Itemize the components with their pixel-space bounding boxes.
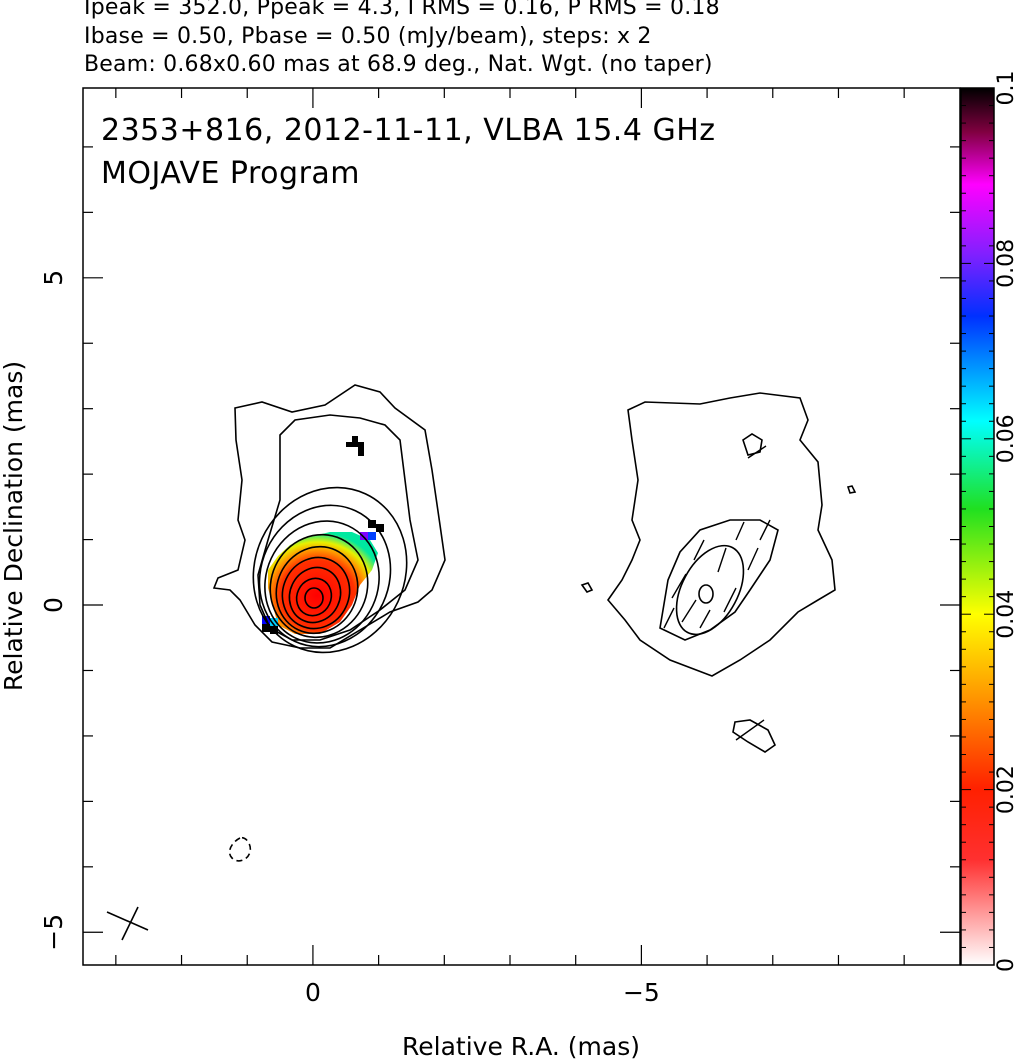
polarized-intensity-contours — [580, 392, 857, 753]
y-axis-label: Relative Declination (mas) — [0, 361, 28, 691]
evpa-tick — [681, 599, 697, 623]
intensity-contour-8 — [281, 556, 351, 630]
evpa-ticks — [663, 445, 771, 741]
beam-major-axis — [121, 906, 139, 941]
axis-ticks — [83, 88, 960, 965]
colorbar — [960, 87, 995, 966]
polarization-edge-pixel — [346, 442, 364, 447]
evpa-tick — [717, 547, 727, 573]
pol-contour-island — [580, 582, 594, 593]
x-axis-label: Relative R.A. (mas) — [402, 1032, 640, 1061]
evpa-tick — [693, 539, 705, 561]
header-line-base: Ibase = 0.50, Pbase = 0.50 (mJy/beam), s… — [84, 24, 652, 49]
colorbar-tick-labels: 0 0.02 0.04 0.06 0.08 0.1 — [994, 71, 1019, 973]
chart-title: 2353+816, 2012-11-11, VLBA 15.4 GHz — [101, 113, 716, 148]
colorbar-tick-label: 0.08 — [994, 239, 1019, 288]
polarization-edge-pixel — [262, 624, 270, 632]
intensity-contour-4 — [258, 504, 392, 648]
polarization-edge-pixel — [270, 618, 278, 626]
intensity-contour-5 — [264, 520, 380, 644]
plot-frame — [82, 87, 961, 966]
intensity-contour-3 — [252, 486, 408, 654]
evpa-tick — [747, 547, 759, 571]
intensity-contour-negative — [228, 836, 252, 862]
pol-contour-island — [732, 719, 777, 753]
evpa-tick — [735, 719, 765, 741]
colorbar-ticks — [961, 87, 994, 966]
pol-contour-island — [742, 433, 763, 456]
colorbar-tick-label: 0.1 — [994, 71, 1019, 106]
intensity-contour-outer — [212, 384, 446, 649]
colorbar-tick-label: 0.04 — [994, 590, 1019, 639]
pol-contour-3 — [675, 544, 745, 636]
intensity-contour-11 — [304, 587, 324, 609]
evpa-tick — [747, 445, 767, 459]
evpa-tick — [699, 609, 711, 629]
pol-contour-4 — [698, 584, 714, 604]
axis-tick-labels: 0 −5 5 0 −5 — [39, 270, 660, 1007]
colorbar-tick-label: 0.06 — [994, 414, 1019, 463]
colorbar-tick-label: 0.02 — [994, 765, 1019, 814]
colorbar-tick-label: 0 — [994, 958, 1019, 972]
header-line-peaks: Ipeak = 352.0, Ppeak = 4.3, I RMS = 0.16… — [84, 0, 720, 20]
evpa-tick — [663, 607, 675, 629]
polarization-edge-pixel — [368, 532, 376, 540]
evpa-tick — [723, 587, 737, 613]
pol-contour-island — [846, 485, 857, 494]
beam-marker — [106, 906, 149, 941]
intensity-contour-10 — [295, 577, 333, 617]
evpa-tick — [671, 573, 687, 599]
header-line-beam: Beam: 0.68x0.60 mas at 68.9 deg., Nat. W… — [84, 52, 713, 77]
intensity-contour-6 — [269, 533, 369, 639]
intensity-contour-9 — [288, 566, 342, 624]
y-tick-label: 5 — [39, 270, 68, 286]
chart-subtitle: MOJAVE Program — [101, 156, 360, 191]
x-tick-label: 0 — [305, 978, 321, 1007]
polarization-edge-pixel — [352, 436, 358, 442]
beam-minor-axis — [106, 911, 149, 931]
intensity-contour-2 — [257, 414, 419, 641]
y-tick-label: 0 — [39, 597, 68, 613]
x-tick-label: −5 — [623, 978, 660, 1007]
intensity-contour-7 — [275, 545, 359, 635]
polarization-color-region — [268, 532, 378, 634]
total-intensity-contours — [212, 384, 446, 862]
y-tick-label: −5 — [39, 914, 68, 951]
polarization-edge-pixel — [376, 524, 384, 532]
pol-contour-outer — [606, 392, 836, 677]
polarization-edge-pixel — [358, 446, 364, 456]
evpa-tick — [759, 519, 771, 541]
polarization-edge-pixel — [368, 520, 376, 528]
evpa-tick — [735, 521, 745, 541]
